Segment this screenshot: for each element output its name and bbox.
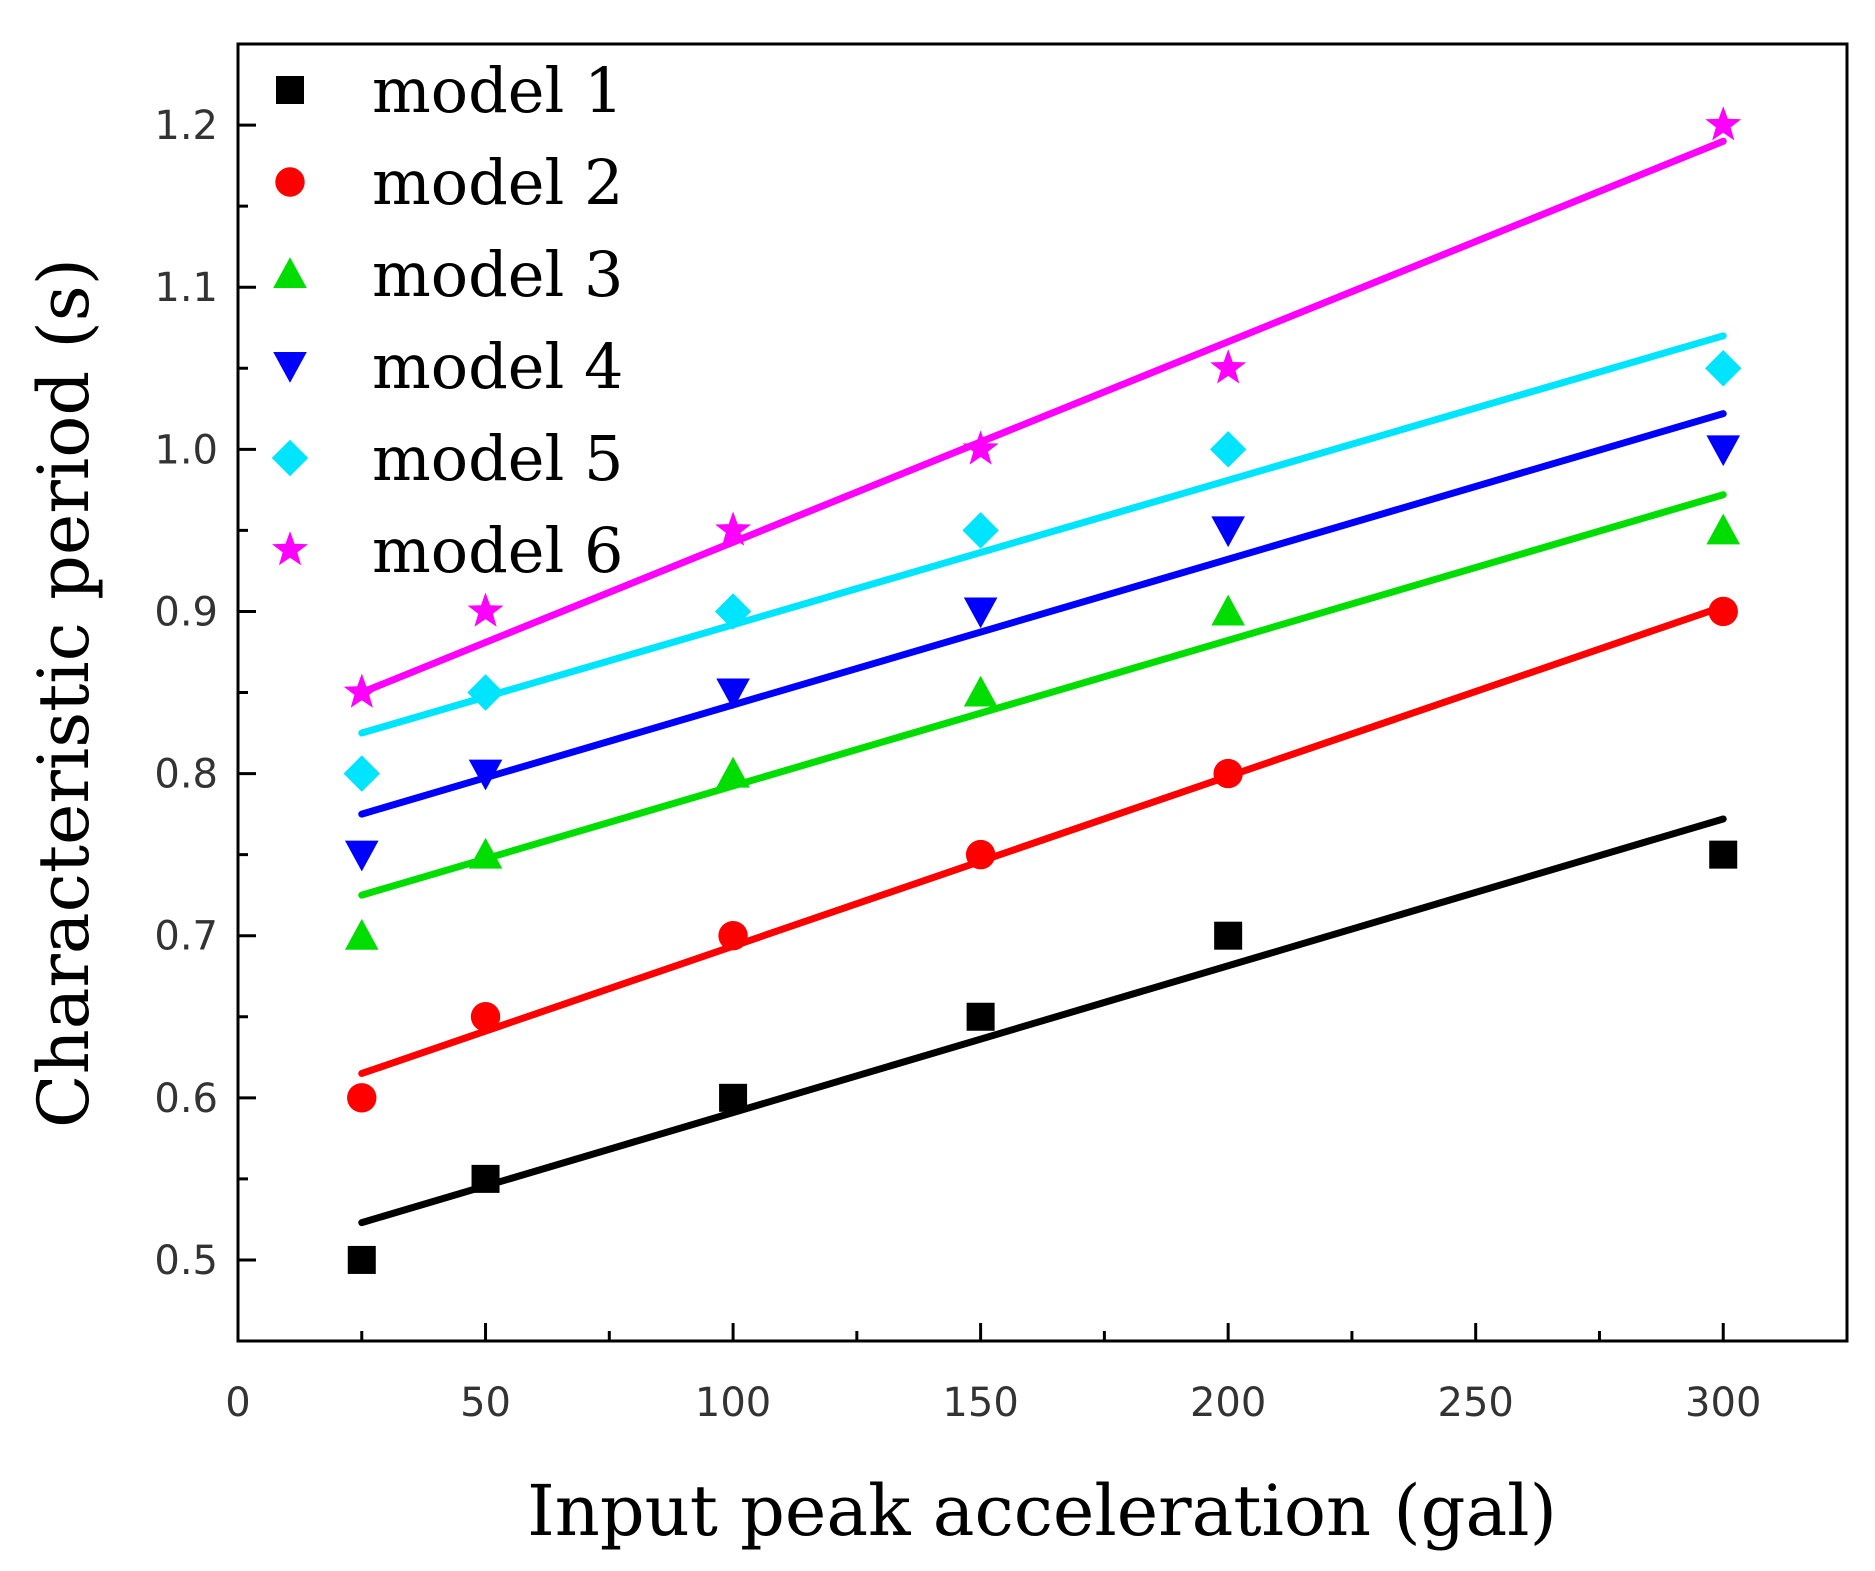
point-series-6 — [343, 673, 380, 708]
point-series-2 — [1213, 758, 1243, 789]
x-tick-label: 50 — [460, 1380, 511, 1426]
x-tick-label: 300 — [1685, 1380, 1761, 1426]
point-series-3 — [1706, 513, 1741, 545]
point-series-1 — [719, 1083, 748, 1112]
y-tick-label: 0.5 — [154, 1238, 218, 1284]
y-tick-label: 0.9 — [154, 589, 218, 635]
fit-lines — [358, 137, 1727, 1227]
y-tick-label: 1.2 — [154, 103, 218, 149]
point-series-5 — [962, 512, 999, 549]
legend-marker-3 — [273, 257, 307, 288]
x-tick-label: 150 — [942, 1380, 1018, 1426]
point-series-6 — [1210, 349, 1247, 384]
point-series-5 — [1705, 350, 1742, 387]
point-series-2 — [965, 839, 996, 870]
point-series-2 — [470, 1002, 501, 1032]
y-axis: 0.5 0.6 0.7 0.8 0.9 1.0 1.1 1.2 — [154, 42, 256, 1343]
x-axis-label: Input peak acceleration (gal) — [527, 1470, 1557, 1552]
y-tick-label: 0.6 — [154, 1076, 218, 1122]
x-tick-label: 250 — [1438, 1380, 1514, 1426]
legend-marker-1 — [276, 76, 304, 104]
legend-marker-4 — [273, 352, 307, 383]
point-series-4 — [963, 597, 998, 629]
point-series-3 — [344, 918, 379, 950]
legend-marker-6 — [272, 531, 308, 566]
point-series-6 — [715, 511, 752, 546]
fit-line-series-6 — [358, 137, 1727, 696]
point-series-4 — [1211, 516, 1245, 548]
point-series-1 — [1214, 921, 1243, 950]
point-series-3 — [468, 837, 503, 869]
point-series-1 — [347, 1245, 376, 1274]
y-tick-label: 1.1 — [154, 265, 218, 311]
point-series-5 — [714, 593, 752, 630]
fit-line-series-4 — [358, 410, 1727, 818]
x-tick-label: 200 — [1190, 1380, 1266, 1426]
point-series-5 — [1209, 431, 1247, 468]
point-series-2 — [1708, 596, 1738, 627]
legend-label-6: model 6 — [372, 514, 623, 587]
point-series-1 — [966, 1002, 995, 1031]
legend-label-1: model 1 — [372, 54, 623, 127]
fit-line-series-2 — [358, 603, 1727, 1077]
legend-marker-2 — [275, 167, 305, 197]
legend-marker-5 — [271, 439, 309, 477]
data-points — [343, 106, 1742, 1274]
legend-label-3: model 3 — [372, 238, 623, 311]
fit-line-series-1 — [358, 815, 1727, 1227]
y-axis-label: Characteristic period (s) — [23, 258, 105, 1128]
x-tick-label: 100 — [695, 1380, 771, 1426]
point-series-1 — [1709, 840, 1738, 869]
point-series-4 — [468, 759, 503, 791]
point-series-2 — [347, 1083, 377, 1113]
point-series-4 — [344, 840, 379, 872]
point-series-3 — [716, 756, 750, 788]
point-series-6 — [962, 430, 999, 465]
point-series-6 — [467, 592, 504, 627]
legend-label-2: model 2 — [372, 146, 623, 219]
point-series-4 — [716, 678, 750, 710]
point-series-3 — [1211, 594, 1245, 626]
point-series-2 — [718, 920, 748, 951]
y-tick-label: 0.8 — [154, 752, 218, 798]
point-series-6 — [1705, 106, 1742, 141]
point-series-5 — [343, 755, 380, 792]
legend: model 1 model 2 model 3 model 4 model 5 model… — [271, 54, 623, 587]
fit-line-series-3 — [358, 491, 1727, 899]
y-tick-label: 0.7 — [154, 914, 218, 960]
point-series-1 — [471, 1164, 500, 1193]
point-series-4 — [1706, 435, 1741, 467]
x-axis: 0 50 100 150 200 250 300 — [225, 1323, 1761, 1426]
legend-label-5: model 5 — [372, 422, 623, 495]
y-tick-label: 1.0 — [154, 427, 218, 473]
fit-line-series-5 — [358, 332, 1727, 737]
point-series-3 — [963, 675, 998, 707]
x-tick-label: 0 — [225, 1380, 250, 1426]
legend-label-4: model 4 — [372, 330, 623, 403]
point-series-5 — [467, 674, 504, 711]
